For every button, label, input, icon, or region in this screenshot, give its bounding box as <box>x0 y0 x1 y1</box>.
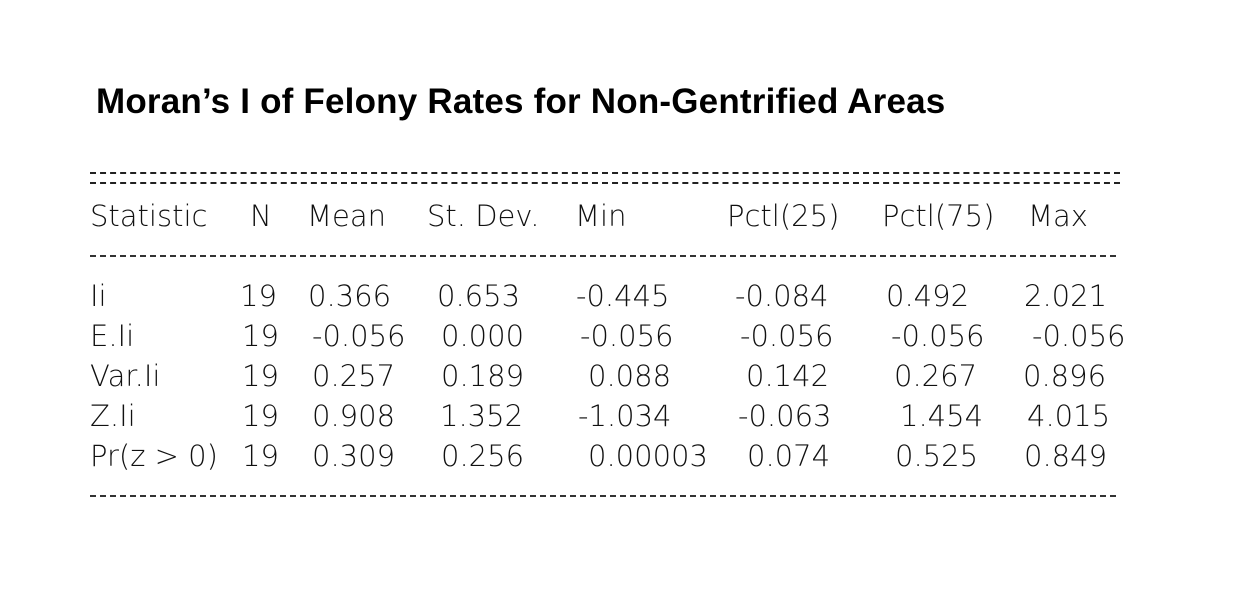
cell-max: 4.015 <box>1027 399 1111 433</box>
cell-stdev: 0.256 <box>441 439 525 473</box>
cell-statistic: E.Ii <box>90 319 135 353</box>
cell-mean: 0.366 <box>308 279 392 313</box>
cell-statistic: Ii <box>90 279 107 313</box>
top-double-rule <box>90 172 1120 184</box>
cell-pctl25: 0.142 <box>746 359 830 393</box>
cell-pctl25: -0.056 <box>740 319 834 353</box>
header-mean: Mean <box>307 199 387 233</box>
cell-pctl75: 0.492 <box>886 279 970 313</box>
header-stdev: St. Dev. <box>427 199 540 233</box>
cell-n: 19 <box>242 439 279 473</box>
cell-max: -0.056 <box>1032 319 1126 353</box>
cell-n: 19 <box>242 359 279 393</box>
cell-mean: -0.056 <box>312 319 406 353</box>
cell-max: 0.849 <box>1024 439 1108 473</box>
cell-pctl75: 0.267 <box>894 359 978 393</box>
cell-pctl25: 0.074 <box>747 439 831 473</box>
cell-pctl25: -0.084 <box>735 279 829 313</box>
table-row: Z.Ii 19 0.908 1.352 -1.034 -0.063 1.454 … <box>0 396 1243 436</box>
cell-min: 0.00003 <box>588 439 708 473</box>
cell-min: -1.034 <box>578 399 672 433</box>
table-row: E.Ii 19 -0.056 0.000 -0.056 -0.056 -0.05… <box>0 316 1243 356</box>
cell-statistic: Z.Ii <box>90 399 136 433</box>
table-header-row: Statistic N Mean St. Dev. Min Pctl(25) P… <box>0 196 1243 236</box>
table-row: Pr(z > 0) 19 0.309 0.256 0.00003 0.074 0… <box>0 436 1243 476</box>
cell-min: -0.445 <box>576 279 670 313</box>
cell-n: 19 <box>242 319 279 353</box>
header-pctl75: Pctl(75) <box>882 199 995 233</box>
cell-statistic: Pr(z > 0) <box>90 439 218 473</box>
header-min: Min <box>575 199 627 233</box>
cell-pctl25: -0.063 <box>738 399 832 433</box>
cell-min: -0.056 <box>580 319 674 353</box>
cell-n: 19 <box>242 399 279 433</box>
table-row: Var.Ii 19 0.257 0.189 0.088 0.142 0.267 … <box>0 356 1243 396</box>
table-row: Ii 19 0.366 0.653 -0.445 -0.084 0.492 2.… <box>0 276 1243 316</box>
cell-pctl75: -0.056 <box>891 319 985 353</box>
cell-stdev: 0.189 <box>441 359 525 393</box>
header-statistic: Statistic <box>90 199 208 233</box>
cell-pctl75: 1.454 <box>900 399 984 433</box>
header-pctl25: Pctl(25) <box>727 199 840 233</box>
cell-mean: 0.309 <box>312 439 396 473</box>
header-n: N <box>250 199 272 233</box>
header-max: Max <box>1028 199 1088 233</box>
cell-stdev: 0.000 <box>441 319 525 353</box>
table-title: Moran’s I of Felony Rates for Non-Gentri… <box>96 82 946 121</box>
cell-stdev: 0.653 <box>437 279 521 313</box>
cell-mean: 0.908 <box>312 399 396 433</box>
cell-mean: 0.257 <box>312 359 396 393</box>
cell-statistic: Var.Ii <box>90 359 161 393</box>
cell-max: 2.021 <box>1024 279 1108 313</box>
cell-max: 0.896 <box>1023 359 1107 393</box>
cell-pctl75: 0.525 <box>895 439 979 473</box>
cell-stdev: 1.352 <box>440 399 524 433</box>
cell-n: 19 <box>240 279 277 313</box>
header-separator-rule <box>90 255 1116 257</box>
bottom-rule <box>90 495 1116 497</box>
cell-min: 0.088 <box>588 359 672 393</box>
